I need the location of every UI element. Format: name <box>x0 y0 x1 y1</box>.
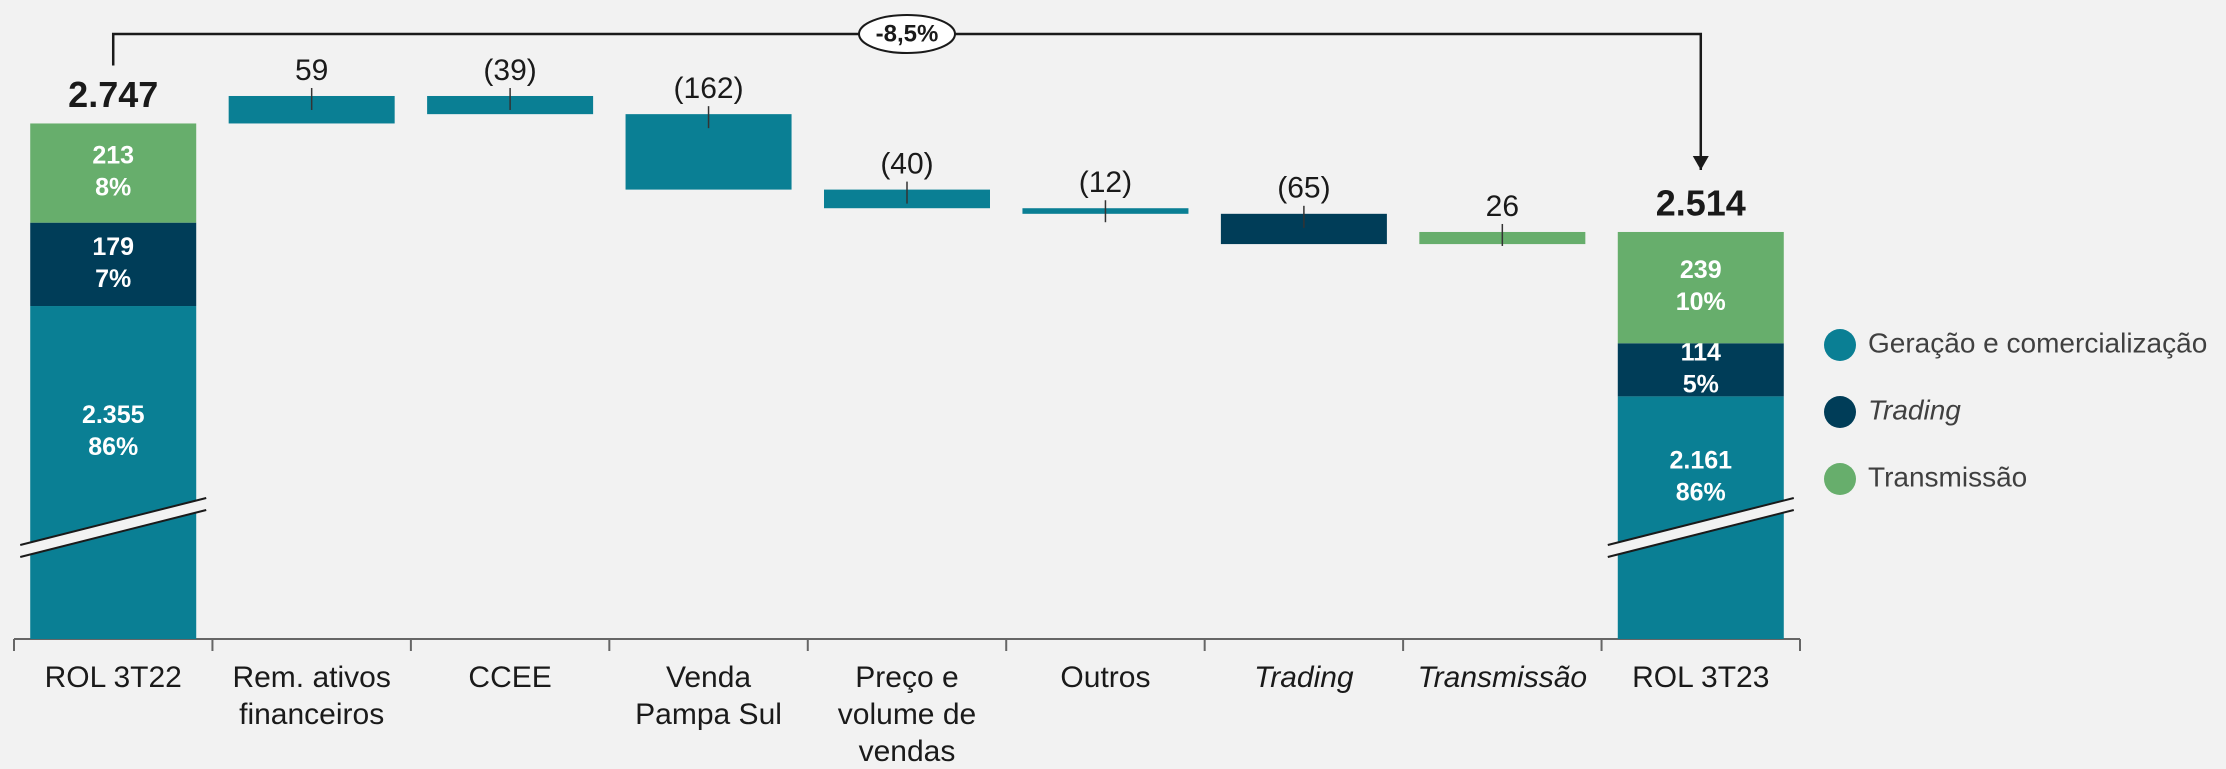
segment-share-label: 5% <box>1683 370 1719 398</box>
segment-value-label: 239 <box>1680 256 1722 284</box>
legend-label: Transmissão <box>1868 461 2027 492</box>
delta-label: (39) <box>483 54 536 87</box>
axis-break-line <box>19 509 207 558</box>
annotation: -8,5% <box>876 20 939 47</box>
legend-swatch <box>1824 396 1856 428</box>
segment-share-label: 7% <box>95 265 131 293</box>
segment-share-label: 86% <box>1676 478 1726 506</box>
delta-label: 26 <box>1486 190 1519 223</box>
x-tick-label: Transmissão <box>1417 661 1588 694</box>
x-tick-label: Venda Pampa Sul <box>635 661 782 731</box>
segment-share-label: 10% <box>1676 288 1726 316</box>
x-tick-label: Rem. ativos financeiros <box>232 661 391 731</box>
segment-value-label: 179 <box>92 233 134 261</box>
x-tick-label: ROL 3T23 <box>1632 661 1770 694</box>
stack-segment <box>1617 231 1784 344</box>
bracket-arrow <box>1692 155 1709 170</box>
x-tick-label: Trading <box>1254 661 1354 694</box>
segment-share-label: 8% <box>95 174 131 202</box>
segment-share-label: 86% <box>88 433 138 461</box>
stack-segment <box>30 222 197 307</box>
delta-label: (162) <box>674 72 744 105</box>
x-tick-label: ROL 3T22 <box>44 661 182 694</box>
legend-label: Trading <box>1868 394 1961 425</box>
legend-swatch <box>1824 329 1856 361</box>
stack-segment <box>1617 343 1784 397</box>
segment-value-label: 213 <box>92 142 134 170</box>
annotation-box <box>858 14 956 54</box>
axis-break-line <box>1607 497 1795 546</box>
delta-label: (12) <box>1079 166 1132 199</box>
x-tick-label: Preço e volume de vendas <box>837 661 977 768</box>
legend-label: Geração e comercialização <box>1868 327 2207 358</box>
delta-label: (40) <box>880 148 933 181</box>
stack-segment <box>30 123 197 223</box>
stack-segment <box>30 306 197 639</box>
delta-label: 59 <box>295 54 328 87</box>
delta-label: (65) <box>1277 172 1330 205</box>
axis-break <box>20 498 207 557</box>
axis-break <box>1607 498 1794 557</box>
x-tick-label: Outros <box>1060 661 1151 694</box>
segment-value-label: 2.161 <box>1669 446 1732 474</box>
axis-break-line <box>19 497 207 546</box>
segment-value-label: 2.355 <box>82 401 145 429</box>
axis-break-line <box>1607 509 1795 558</box>
total-label: 2.514 <box>1656 182 1746 223</box>
legend-swatch <box>1824 463 1856 495</box>
x-tick-label: CCEE <box>468 661 552 694</box>
total-label: 2.747 <box>68 74 158 115</box>
